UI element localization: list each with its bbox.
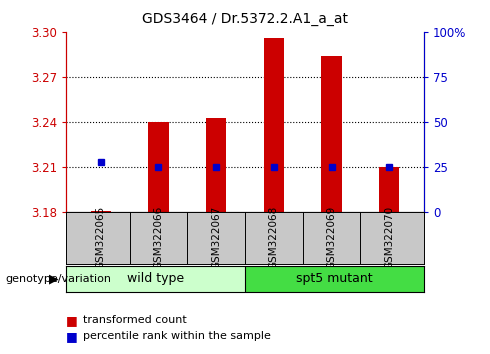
- Text: ▶: ▶: [49, 272, 59, 285]
- Text: ■: ■: [66, 314, 78, 327]
- Text: GSM322066: GSM322066: [153, 205, 164, 269]
- Text: wild type: wild type: [127, 272, 184, 285]
- Bar: [321, 56, 342, 212]
- Text: GSM322070: GSM322070: [384, 205, 394, 269]
- Text: ■: ■: [66, 330, 78, 343]
- Bar: [245, 266, 424, 292]
- Text: spt5 mutant: spt5 mutant: [296, 272, 373, 285]
- Text: GSM322068: GSM322068: [269, 205, 279, 269]
- Text: GSM322069: GSM322069: [326, 205, 337, 269]
- Bar: [379, 167, 399, 212]
- Bar: [66, 266, 245, 292]
- Bar: [206, 118, 226, 212]
- Text: genotype/variation: genotype/variation: [5, 274, 111, 284]
- Text: transformed count: transformed count: [83, 315, 187, 325]
- Text: GDS3464 / Dr.5372.2.A1_a_at: GDS3464 / Dr.5372.2.A1_a_at: [142, 12, 348, 27]
- Text: GSM322065: GSM322065: [96, 205, 106, 269]
- Bar: [264, 38, 284, 212]
- Bar: [148, 122, 169, 212]
- Text: GSM322067: GSM322067: [211, 205, 221, 269]
- Bar: [91, 211, 111, 212]
- Text: percentile rank within the sample: percentile rank within the sample: [83, 331, 271, 341]
